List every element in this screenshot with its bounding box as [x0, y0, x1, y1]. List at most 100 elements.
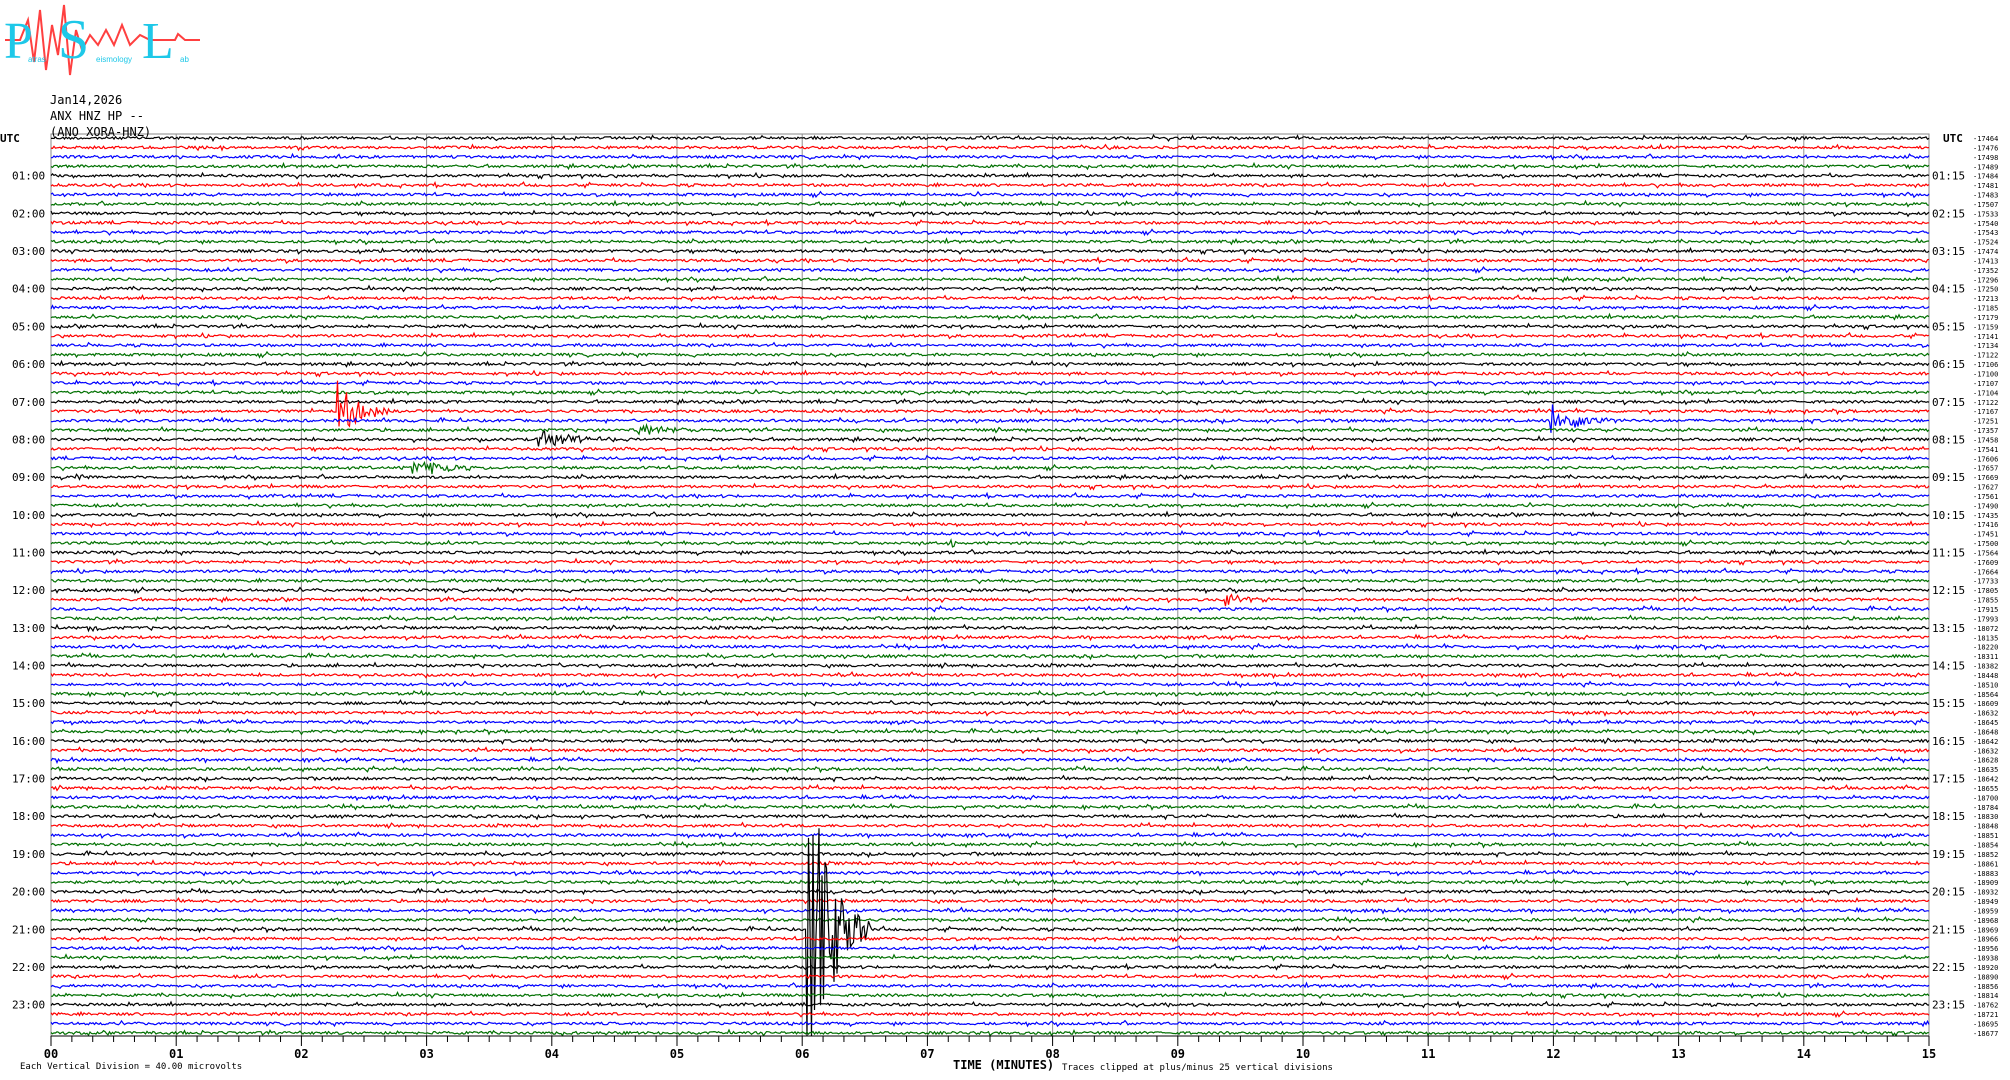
- trace-line: [50, 746, 1930, 755]
- trace-line: [50, 802, 1930, 811]
- hour-label-left: 15:00: [12, 697, 45, 710]
- scale-note: Each Vertical Division = 40.00 microvolt…: [20, 1062, 243, 1072]
- left-utc-label: UTC: [0, 132, 20, 145]
- trace-line: [50, 585, 1930, 595]
- hour-label-left: 20:00: [12, 886, 45, 899]
- trace-line: [50, 793, 1930, 802]
- trace-offset-label: -18851: [1973, 832, 1998, 840]
- trace-offset-label: -17451: [1973, 531, 1998, 539]
- time-axis: 00 01 02 03 04 05 06 07 08 09 10 11 12 13 14 15: [44, 1035, 1936, 1061]
- x-tick-label: 05: [670, 1047, 684, 1061]
- svg-text:eismology: eismology: [96, 55, 132, 64]
- trace-offset-label: -17489: [1973, 163, 1998, 171]
- trace-offset-label: -17733: [1973, 578, 1998, 586]
- x-tick-label: 10: [1296, 1047, 1310, 1061]
- date-label: Jan14,2026: [50, 93, 123, 107]
- trace-offset-label: -17251: [1973, 418, 1998, 426]
- channel-label: (ANO XORA-HNZ): [50, 125, 152, 139]
- trace-offset-label: -18642: [1973, 738, 1998, 746]
- trace-offset-label: -17167: [1973, 408, 1998, 416]
- trace-offset-label: -18642: [1973, 776, 1998, 784]
- hour-label-right: 13:15: [1932, 622, 1965, 635]
- trace-line: [50, 934, 1930, 943]
- x-tick-label: 08: [1045, 1047, 1059, 1061]
- trace-line: [50, 604, 1930, 614]
- trace-line: [50, 577, 1930, 585]
- trace-line: [50, 727, 1930, 736]
- trace-line: [50, 642, 1930, 651]
- trace-offset-label: -17507: [1973, 201, 1998, 209]
- trace-line: [50, 444, 1930, 453]
- hour-label-right: 21:15: [1932, 923, 1965, 936]
- logo-wave: [5, 4, 200, 76]
- trace-offset-label: -18700: [1973, 794, 1998, 802]
- hour-label-right: 03:15: [1932, 245, 1965, 258]
- trace-line: [50, 303, 1930, 312]
- trace-offset-label: -18968: [1973, 917, 1998, 925]
- trace-offset-label: -17104: [1973, 389, 1998, 397]
- trace-line: [50, 689, 1930, 698]
- trace-offset-label: -17141: [1973, 333, 1998, 341]
- trace-line: [50, 274, 1930, 284]
- trace-line: [50, 359, 1930, 368]
- trace-offset-label: -17915: [1973, 606, 1998, 614]
- trace-offset-label: -17416: [1973, 521, 1998, 529]
- trace-offset-label: -17122: [1973, 352, 1998, 360]
- trace-offset-label: -17179: [1973, 314, 1998, 322]
- trace-offset-label: -18655: [1973, 785, 1998, 793]
- svg-text:P: P: [4, 13, 33, 70]
- trace-offset-label: -17561: [1973, 493, 1998, 501]
- trace-line: [50, 246, 1930, 256]
- hour-label-right: 07:15: [1932, 396, 1965, 409]
- hour-label-right: 04:15: [1932, 283, 1965, 296]
- trace-line: [50, 199, 1930, 208]
- trace-line: [50, 404, 1930, 433]
- row-labels: -17464-17476 -17498-17489 -17484-17481 -174…: [0, 132, 1998, 1038]
- trace-line: [50, 990, 1930, 1000]
- trace-offset-label: -18830: [1973, 813, 1998, 821]
- trace-line: [50, 661, 1930, 670]
- trace-offset-label: -18648: [1973, 728, 1998, 736]
- trace-offset-label: -17352: [1973, 267, 1998, 275]
- hour-label-right: 17:15: [1932, 773, 1965, 786]
- x-tick-label: 03: [419, 1047, 433, 1061]
- x-tick-label: 15: [1922, 1047, 1936, 1061]
- trace-line: [51, 633, 1930, 642]
- trace-offset-label: -18448: [1973, 672, 1998, 680]
- trace-offset-label: -18920: [1973, 964, 1998, 972]
- trace-line: [50, 1028, 1929, 1037]
- trace-offset-label: -17483: [1973, 192, 1998, 200]
- hour-label-right: 08:15: [1932, 433, 1965, 446]
- trace-line: [50, 567, 1930, 576]
- hour-label-left: 06:00: [12, 358, 45, 371]
- trace-line: [50, 755, 1930, 764]
- trace-offset-label: -17533: [1973, 210, 1998, 218]
- hour-label-right: 10:15: [1932, 509, 1965, 522]
- trace-offset-label: -17606: [1973, 455, 1998, 463]
- trace-line: [50, 962, 1930, 971]
- station-label: ANX HNZ HP --: [50, 109, 144, 123]
- hour-label-left: 12:00: [12, 584, 45, 597]
- x-tick-label: 11: [1421, 1047, 1435, 1061]
- svg-text:ab: ab: [180, 55, 189, 64]
- trace-line: [50, 859, 1930, 867]
- hour-label-right: 23:15: [1932, 999, 1965, 1012]
- trace-offset-label: -17498: [1973, 154, 1998, 162]
- hour-label-left: 07:00: [12, 396, 45, 409]
- hour-label-left: 05:00: [12, 320, 45, 333]
- trace-offset-label: -17490: [1973, 502, 1998, 510]
- trace-offset-label: -18564: [1973, 691, 1998, 699]
- trace-offset-label: -18883: [1973, 870, 1998, 878]
- trace-line: [50, 331, 1930, 340]
- trace-offset-label: -18632: [1973, 747, 1998, 755]
- trace-offset-label: -18382: [1973, 663, 1998, 671]
- trace-offset-label: -18854: [1973, 842, 1998, 850]
- svg-text:atras: atras: [28, 55, 46, 64]
- hour-label-left: 22:00: [12, 961, 45, 974]
- trace-offset-label: -18510: [1973, 681, 1998, 689]
- trace-offset-label: -18628: [1973, 757, 1998, 765]
- trace-offset-label: -17541: [1973, 446, 1998, 454]
- trace-offset-label: -18956: [1973, 945, 1998, 953]
- trace-offset-label: -18856: [1973, 983, 1998, 991]
- trace-offset-label: -17524: [1973, 239, 1998, 247]
